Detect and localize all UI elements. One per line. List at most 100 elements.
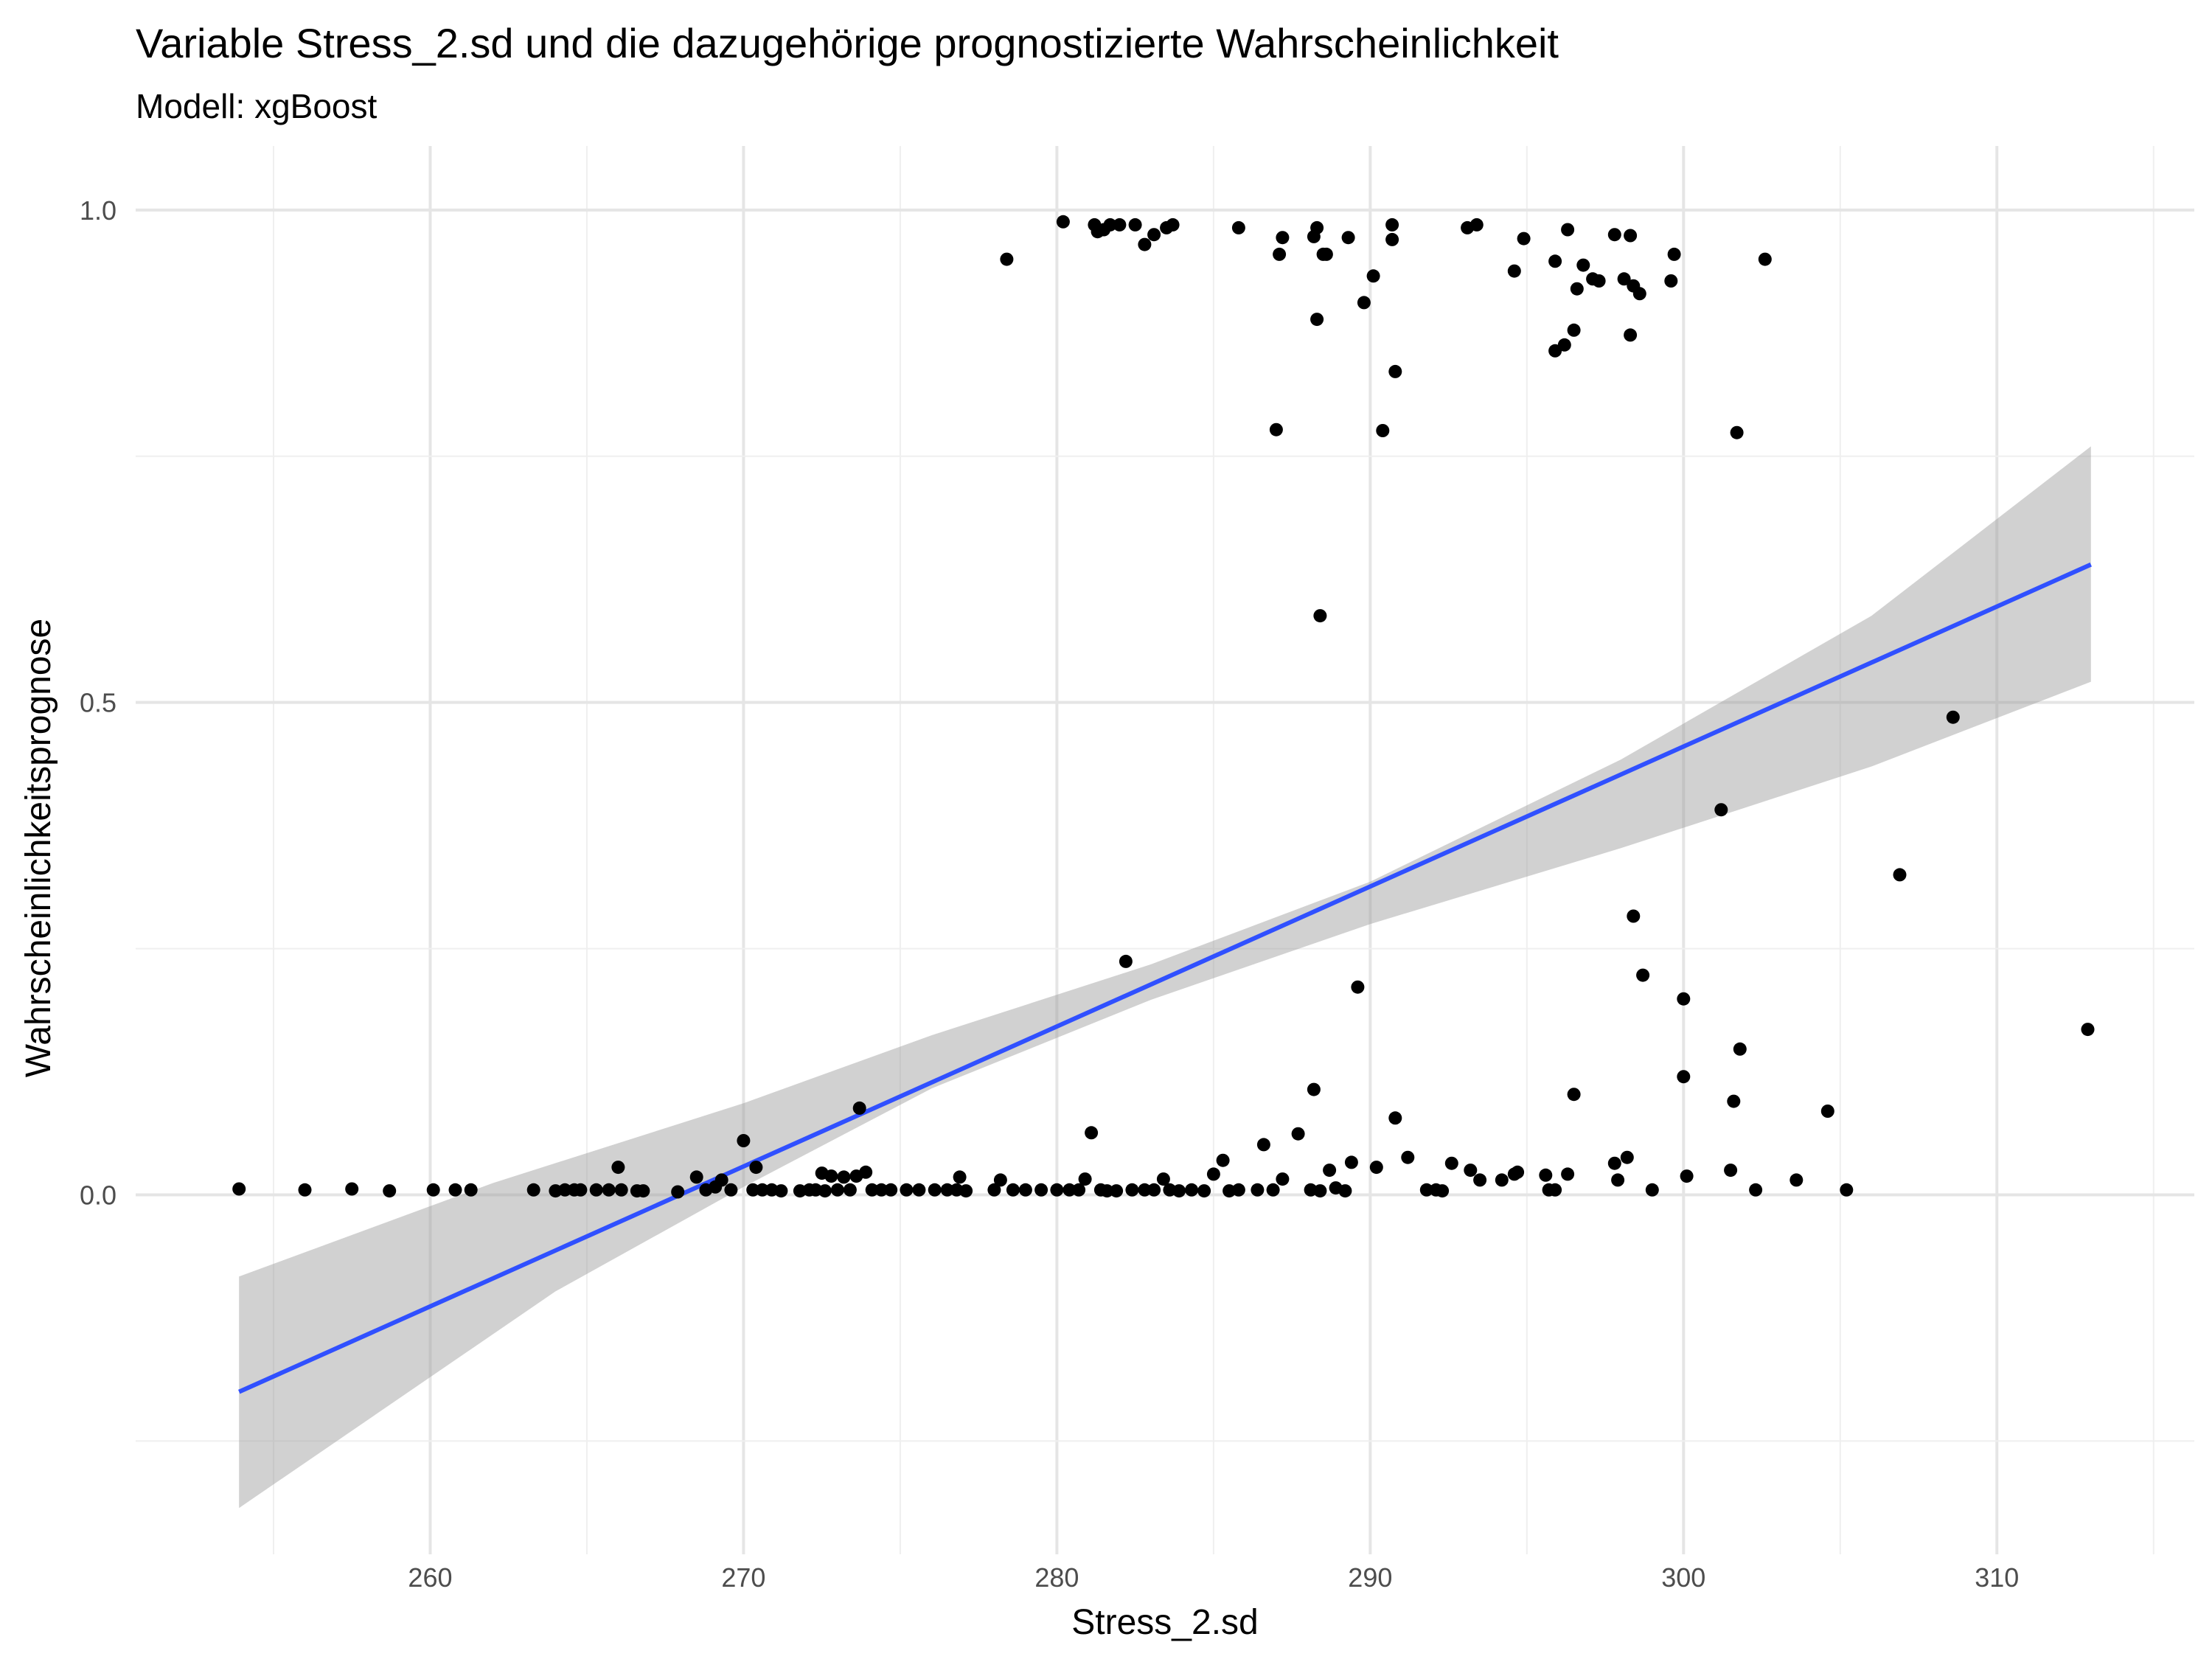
chart-subtitle: Modell: xgBoost xyxy=(136,87,377,125)
data-point xyxy=(900,1183,914,1197)
data-point xyxy=(1548,1183,1562,1197)
data-point xyxy=(1567,323,1581,337)
data-point xyxy=(1313,1184,1327,1198)
data-point xyxy=(1473,1173,1487,1187)
data-point xyxy=(1677,992,1691,1006)
data-point xyxy=(1624,229,1638,243)
data-point xyxy=(1470,218,1484,232)
y-axis-label: Wahrscheinlichkeitsprognose xyxy=(19,619,58,1078)
data-point xyxy=(1156,1172,1170,1186)
data-point xyxy=(671,1185,685,1199)
data-point xyxy=(1357,296,1371,310)
data-point xyxy=(1570,282,1584,296)
fit-line-layer xyxy=(238,562,2092,1394)
x-tick-label: 310 xyxy=(1975,1562,2019,1593)
data-point xyxy=(1078,1172,1092,1186)
data-point xyxy=(1138,237,1152,251)
data-point xyxy=(1351,980,1365,994)
data-point xyxy=(1166,218,1180,232)
data-point xyxy=(1620,1150,1634,1164)
data-point xyxy=(1119,954,1133,968)
data-point xyxy=(1006,1183,1020,1197)
data-point xyxy=(1624,328,1638,342)
data-point xyxy=(774,1184,788,1198)
data-point xyxy=(1730,425,1744,439)
y-tick-label: 0.0 xyxy=(80,1180,116,1210)
data-point xyxy=(1125,1183,1139,1197)
data-point xyxy=(1085,1126,1099,1140)
data-point xyxy=(1727,1094,1741,1108)
data-point xyxy=(1820,1105,1834,1118)
data-point xyxy=(1611,1173,1625,1187)
data-point xyxy=(1749,1183,1763,1197)
data-point xyxy=(1561,223,1575,237)
chart-title: Variable Stress_2.sd und die dazugehörig… xyxy=(136,20,1559,66)
data-point xyxy=(1072,1183,1086,1197)
data-point xyxy=(1338,1184,1352,1198)
data-point xyxy=(1511,1165,1525,1179)
data-point xyxy=(1251,1183,1265,1197)
data-point xyxy=(940,1183,954,1197)
data-point xyxy=(464,1183,478,1197)
data-point xyxy=(1567,1088,1581,1102)
data-point xyxy=(1319,247,1333,261)
data-point xyxy=(526,1183,540,1197)
data-point xyxy=(1557,338,1571,352)
data-points xyxy=(232,215,2095,1199)
data-point xyxy=(1464,1164,1478,1178)
data-point xyxy=(824,1169,838,1183)
data-point xyxy=(345,1182,359,1196)
data-point xyxy=(1444,1156,1458,1170)
data-point xyxy=(724,1183,738,1197)
data-point xyxy=(1313,609,1327,623)
data-point xyxy=(1667,247,1681,261)
data-point xyxy=(1627,909,1641,923)
data-point xyxy=(746,1183,760,1197)
data-point xyxy=(1840,1183,1854,1197)
data-point xyxy=(1034,1183,1048,1197)
data-point xyxy=(1576,258,1590,272)
data-point xyxy=(1388,364,1402,378)
data-point xyxy=(1607,1156,1621,1170)
data-point xyxy=(1307,1082,1321,1096)
data-point xyxy=(1561,1167,1575,1181)
data-point xyxy=(737,1134,751,1147)
data-point xyxy=(602,1183,616,1197)
data-point xyxy=(865,1183,879,1197)
x-tick-label: 280 xyxy=(1034,1562,1079,1593)
data-point xyxy=(1366,269,1380,283)
data-point xyxy=(426,1183,440,1197)
data-point xyxy=(1419,1183,1433,1197)
data-point xyxy=(1664,274,1678,288)
x-tick-label: 300 xyxy=(1661,1562,1705,1593)
data-point xyxy=(837,1170,851,1184)
data-point xyxy=(1617,272,1631,286)
x-tick-labels: 260 270 280 290 300 310 xyxy=(408,1562,2019,1593)
data-point xyxy=(818,1184,832,1198)
data-point xyxy=(1645,1183,1659,1197)
data-point xyxy=(1216,1153,1230,1167)
x-tick-label: 260 xyxy=(408,1562,452,1593)
data-point xyxy=(1172,1184,1186,1198)
data-point xyxy=(1110,1184,1124,1198)
data-point xyxy=(1256,1138,1270,1152)
data-point xyxy=(749,1161,763,1175)
data-point xyxy=(1758,252,1772,266)
data-point xyxy=(558,1183,572,1197)
data-point xyxy=(1790,1173,1804,1187)
data-point xyxy=(589,1183,603,1197)
data-point xyxy=(1677,1070,1691,1084)
data-point xyxy=(1018,1183,1032,1197)
data-point xyxy=(574,1183,588,1197)
fit-line xyxy=(238,562,2092,1394)
data-point xyxy=(1539,1168,1553,1182)
data-point xyxy=(1401,1150,1415,1164)
data-point xyxy=(298,1183,312,1197)
data-point xyxy=(830,1183,844,1197)
data-point xyxy=(987,1183,1001,1197)
data-point xyxy=(383,1184,397,1198)
data-point xyxy=(1388,1111,1402,1125)
data-point xyxy=(1517,232,1531,246)
data-point xyxy=(1310,313,1324,327)
